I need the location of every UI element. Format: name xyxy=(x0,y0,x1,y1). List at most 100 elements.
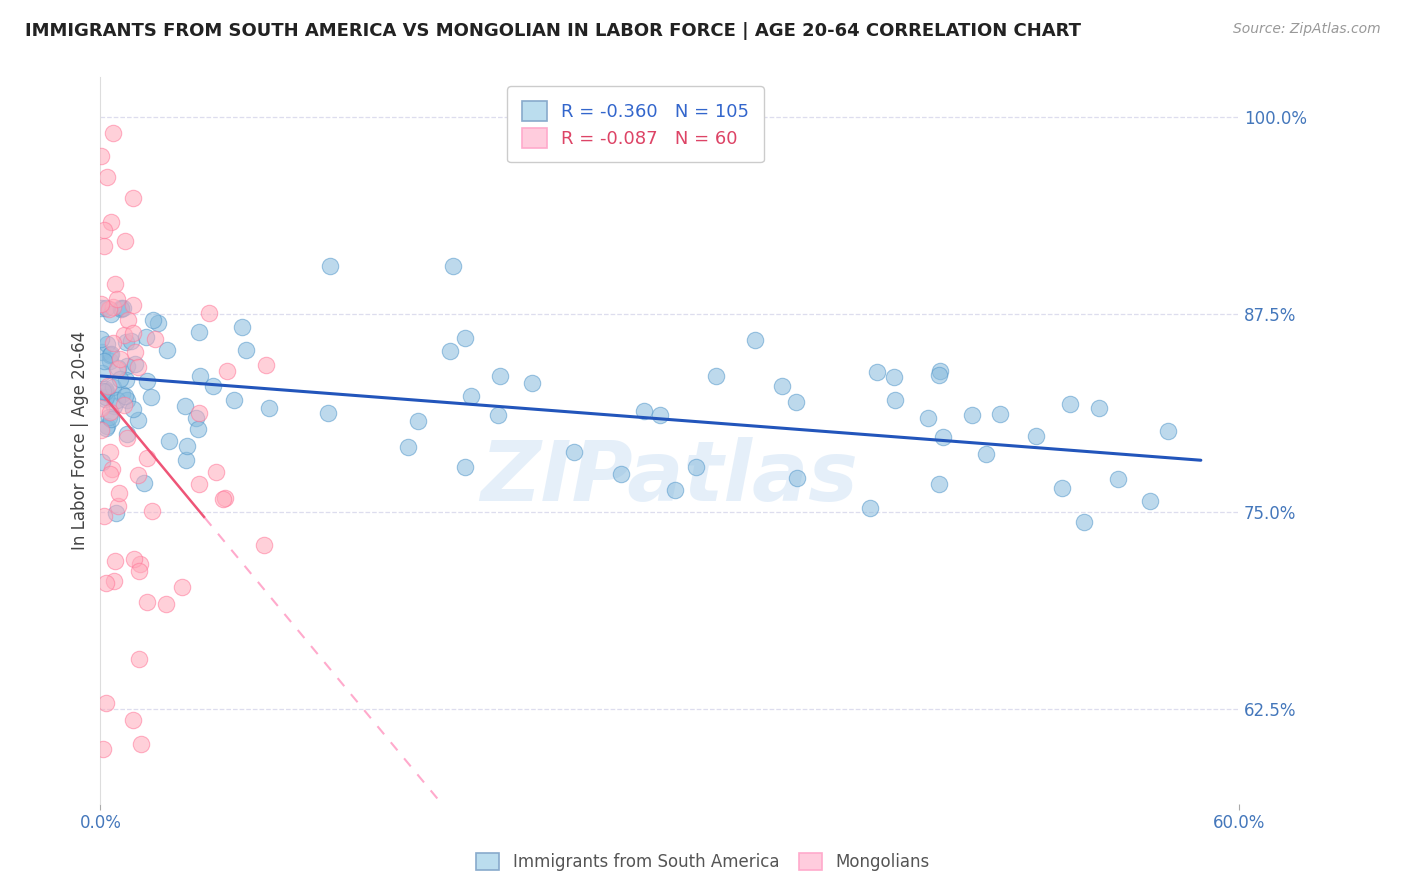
Point xyxy=(96,170,118,185)
Point xyxy=(134,476,156,491)
Point xyxy=(121,713,143,727)
Point xyxy=(253,538,276,552)
Point xyxy=(100,215,122,229)
Point xyxy=(103,335,125,350)
Point xyxy=(110,387,132,401)
Point xyxy=(107,292,129,306)
Point xyxy=(115,373,138,387)
Point xyxy=(98,405,121,419)
Point xyxy=(96,418,118,433)
Point xyxy=(111,301,134,316)
Point xyxy=(124,344,146,359)
Point xyxy=(744,333,766,347)
Point xyxy=(648,408,671,422)
Point xyxy=(396,440,419,454)
Point xyxy=(103,399,125,413)
Point xyxy=(932,430,955,444)
Point xyxy=(129,557,152,571)
Point xyxy=(235,343,257,357)
Point xyxy=(187,476,209,491)
Point xyxy=(110,301,132,315)
Point xyxy=(117,431,139,445)
Point xyxy=(93,223,115,237)
Point xyxy=(866,365,889,379)
Point xyxy=(107,500,129,514)
Point xyxy=(101,126,124,140)
Point xyxy=(1073,516,1095,530)
Point xyxy=(98,302,121,317)
Point xyxy=(257,401,280,416)
Point xyxy=(94,696,117,710)
Point xyxy=(406,414,429,428)
Point xyxy=(96,301,118,315)
Point xyxy=(96,337,118,351)
Point xyxy=(101,462,124,476)
Point xyxy=(1107,472,1129,486)
Point xyxy=(174,399,197,413)
Point xyxy=(127,467,149,482)
Point xyxy=(100,307,122,321)
Point xyxy=(319,260,342,274)
Point xyxy=(128,652,150,666)
Point xyxy=(974,447,997,461)
Point xyxy=(141,390,163,404)
Point xyxy=(1025,429,1047,443)
Point xyxy=(186,411,208,425)
Point xyxy=(136,374,159,388)
Point xyxy=(1157,424,1180,438)
Point xyxy=(90,423,112,437)
Point xyxy=(108,351,131,366)
Point xyxy=(127,359,149,374)
Point xyxy=(1088,401,1111,416)
Point xyxy=(122,326,145,340)
Point xyxy=(135,329,157,343)
Point xyxy=(91,741,114,756)
Point xyxy=(633,404,655,418)
Point xyxy=(155,597,177,611)
Point xyxy=(685,459,707,474)
Point xyxy=(187,325,209,339)
Point xyxy=(91,366,114,380)
Point xyxy=(112,398,135,412)
Point xyxy=(883,369,905,384)
Point xyxy=(928,364,950,378)
Point xyxy=(103,574,125,588)
Point xyxy=(100,412,122,426)
Point xyxy=(108,372,131,386)
Point xyxy=(928,368,950,382)
Point xyxy=(117,313,139,327)
Point xyxy=(454,331,477,345)
Text: ZIPatlas: ZIPatlas xyxy=(481,436,859,517)
Point xyxy=(112,327,135,342)
Point xyxy=(1059,396,1081,410)
Point xyxy=(1139,493,1161,508)
Point xyxy=(441,259,464,273)
Point xyxy=(204,465,226,479)
Point xyxy=(90,149,112,163)
Point xyxy=(93,239,115,253)
Y-axis label: In Labor Force | Age 20-64: In Labor Force | Age 20-64 xyxy=(72,331,89,550)
Point xyxy=(117,392,139,407)
Point xyxy=(103,380,125,394)
Point xyxy=(97,410,120,425)
Point xyxy=(115,426,138,441)
Point xyxy=(254,359,277,373)
Point xyxy=(97,379,120,393)
Point xyxy=(215,364,238,378)
Point xyxy=(90,297,112,311)
Point xyxy=(94,384,117,398)
Point xyxy=(115,334,138,349)
Point xyxy=(486,409,509,423)
Point xyxy=(122,298,145,312)
Point xyxy=(562,445,585,459)
Point xyxy=(454,459,477,474)
Point xyxy=(93,509,115,524)
Point xyxy=(94,390,117,404)
Point xyxy=(786,471,808,485)
Point xyxy=(115,359,138,374)
Point xyxy=(960,408,983,422)
Point xyxy=(128,564,150,578)
Point xyxy=(212,492,235,507)
Point xyxy=(114,389,136,403)
Point xyxy=(94,421,117,435)
